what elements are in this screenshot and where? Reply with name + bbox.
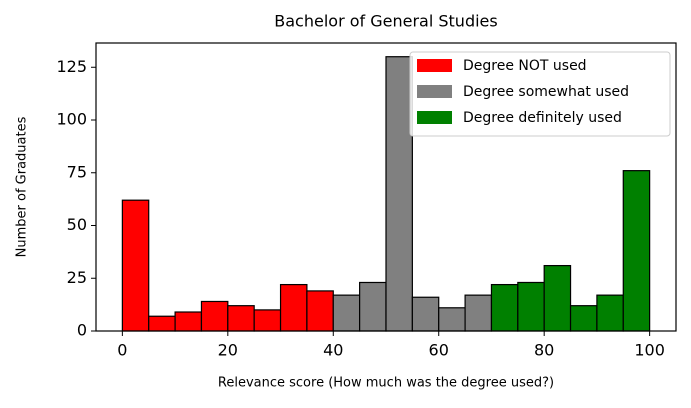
bar — [438, 307, 466, 332]
bar — [517, 281, 545, 332]
y-axis-label: Number of Graduates — [15, 116, 30, 257]
bar — [411, 296, 440, 332]
plot-frame — [95, 42, 677, 332]
bar — [121, 199, 150, 332]
bar — [332, 294, 361, 332]
y-tick-label: 75 — [67, 162, 87, 181]
bar — [385, 56, 413, 332]
x-tick-label: 40 — [323, 341, 343, 360]
bar — [148, 315, 176, 332]
y-tick-label: 100 — [56, 110, 87, 129]
bar — [569, 305, 598, 332]
bar — [359, 281, 387, 332]
x-axis-label: Relevance score (How much was the degree… — [218, 376, 554, 391]
legend-box — [409, 51, 671, 137]
bar — [464, 294, 493, 332]
bar — [543, 264, 572, 332]
chart-title: Bachelor of General Studies — [274, 12, 497, 31]
x-tick-label: 80 — [534, 341, 554, 360]
bar — [596, 294, 624, 332]
bar — [174, 311, 203, 332]
legend-swatch — [417, 59, 452, 72]
bar — [227, 305, 255, 332]
legend-swatch — [417, 85, 452, 98]
legend-label: Degree NOT used — [463, 58, 587, 74]
bar — [622, 170, 651, 332]
legend-label: Degree somewhat used — [463, 84, 629, 100]
x-tick-label: 20 — [218, 341, 238, 360]
legend-swatch — [417, 111, 452, 124]
bar — [279, 283, 308, 332]
x-tick-label: 100 — [634, 341, 665, 360]
x-tick-label: 60 — [429, 341, 449, 360]
legend-label: Degree definitely used — [463, 110, 622, 126]
y-tick-label: 50 — [67, 215, 87, 234]
x-tick-label: 0 — [117, 341, 127, 360]
bar — [200, 300, 229, 332]
y-tick-label: 0 — [77, 321, 87, 340]
bar — [306, 290, 334, 332]
bar — [490, 283, 519, 332]
y-tick-label: 125 — [56, 57, 87, 76]
bar — [253, 309, 282, 332]
y-tick-label: 25 — [67, 268, 87, 287]
